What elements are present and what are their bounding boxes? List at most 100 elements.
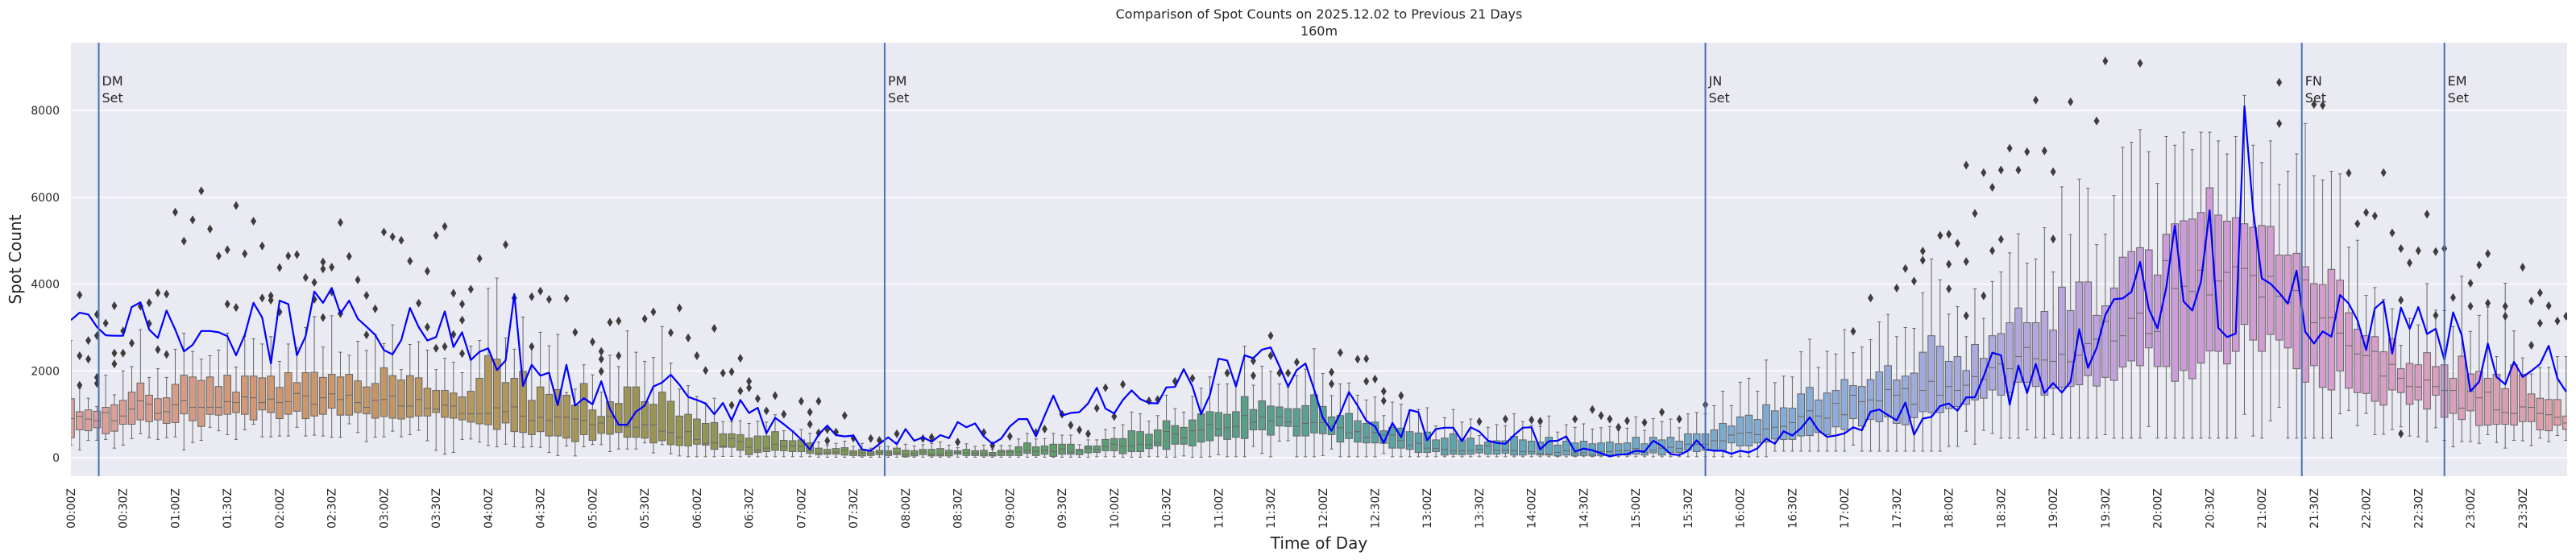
- box-iqr: [1962, 370, 1971, 405]
- outlier-point: [598, 367, 604, 376]
- box-53: [528, 346, 536, 448]
- box-iqr: [2275, 255, 2284, 341]
- outlier-point: [380, 227, 387, 237]
- outlier-point: [2485, 249, 2491, 259]
- box-167: [1519, 421, 1527, 458]
- box-81: [771, 414, 779, 458]
- box-iqr: [710, 421, 719, 450]
- box-166: [1510, 413, 1518, 458]
- box-iqr: [545, 393, 554, 437]
- box-165: [1501, 425, 1510, 458]
- box-iqr: [1840, 379, 1848, 430]
- event-label: Set: [102, 90, 123, 106]
- box-iqr: [1423, 431, 1432, 454]
- box-iqr: [823, 449, 832, 455]
- event-label: Set: [2448, 90, 2469, 106]
- box-142: [1301, 368, 1309, 458]
- box-111: [1031, 438, 1040, 458]
- box-50: [501, 337, 510, 445]
- box-158: [1441, 417, 1449, 458]
- box-iqr: [1414, 432, 1423, 454]
- outlier-point: [1250, 371, 1256, 380]
- box-iqr: [2058, 286, 2066, 388]
- box-14: [189, 351, 197, 443]
- box-iqr: [649, 404, 657, 444]
- box-iqr: [1736, 416, 1744, 446]
- box-42: [432, 369, 440, 451]
- outlier-point: [1919, 247, 1926, 256]
- box-iqr: [1884, 365, 1892, 417]
- outlier-point: [1997, 234, 2004, 244]
- box-iqr: [579, 383, 588, 435]
- outlier-point: [2502, 301, 2508, 311]
- box-iqr: [145, 394, 153, 422]
- outlier-point: [2528, 341, 2535, 351]
- box-5: [110, 394, 118, 449]
- box-iqr: [2336, 280, 2344, 371]
- box-iqr: [363, 386, 371, 415]
- box-iqr: [1276, 406, 1284, 427]
- box-iqr: [2405, 363, 2414, 405]
- box-iqr: [745, 438, 753, 455]
- box-iqr: [1336, 415, 1345, 443]
- box-iqr: [241, 375, 249, 415]
- box-iqr: [1553, 444, 1562, 457]
- box-18: [223, 332, 232, 435]
- outlier-point: [1607, 414, 1613, 424]
- outlier-point: [1616, 422, 1622, 432]
- box-iqr: [1675, 441, 1683, 454]
- box-49: [492, 277, 501, 448]
- box-iqr: [1014, 446, 1023, 456]
- outlier-point: [2398, 243, 2404, 253]
- box-155: [1414, 409, 1423, 458]
- box-iqr: [2249, 226, 2258, 341]
- outlier-point: [815, 396, 822, 406]
- box-264: [2362, 295, 2371, 414]
- box-122: [1127, 411, 1136, 458]
- outlier-point: [1981, 168, 1987, 177]
- box-79: [753, 421, 762, 458]
- outlier-point: [772, 391, 778, 400]
- box-163: [1483, 426, 1492, 458]
- box-43: [441, 358, 449, 455]
- box-iqr: [1831, 390, 1840, 428]
- box-278: [2483, 306, 2492, 435]
- box-iqr: [1510, 436, 1518, 456]
- box-172: [1562, 424, 1570, 458]
- x-tick-label: 18:30Z: [1995, 488, 2008, 529]
- outlier-point: [1937, 230, 1943, 240]
- outlier-point: [389, 232, 396, 242]
- outlier-point: [1972, 209, 1978, 218]
- box-114: [1058, 434, 1066, 458]
- box-iqr: [2553, 399, 2561, 426]
- box-iqr: [1762, 404, 1770, 443]
- box-19: [232, 366, 240, 440]
- box-iqr: [2084, 281, 2093, 376]
- box-iqr: [510, 377, 519, 433]
- box-141: [1292, 375, 1301, 458]
- box-71: [684, 385, 692, 458]
- box-iqr: [1466, 438, 1475, 455]
- plot-area: 0 2000 4000 6000 8000 00:00Z 00:30Z 01:00Z 01:30…: [31, 43, 2567, 529]
- box-iqr: [1318, 405, 1327, 434]
- outlier-point: [2363, 208, 2370, 218]
- box-248: [2223, 153, 2231, 439]
- outlier-point: [2398, 296, 2404, 305]
- outlier-point: [355, 275, 361, 284]
- box-206: [1857, 346, 1866, 452]
- outlier-point: [424, 266, 430, 276]
- box-iqr: [2353, 329, 2362, 393]
- box-iqr: [2475, 371, 2483, 426]
- box-iqr: [1475, 444, 1483, 454]
- box-iqr: [2231, 217, 2240, 352]
- box-6: [118, 370, 127, 446]
- box-283: [2527, 373, 2536, 446]
- box-iqr: [1692, 433, 1701, 452]
- box-iqr: [1180, 426, 1188, 445]
- box-88: [832, 442, 840, 458]
- box-94: [884, 446, 893, 458]
- outlier-point: [529, 342, 535, 351]
- box-iqr: [345, 374, 354, 416]
- x-tick-label: 10:00Z: [1109, 488, 1122, 529]
- box-iqr: [492, 359, 501, 430]
